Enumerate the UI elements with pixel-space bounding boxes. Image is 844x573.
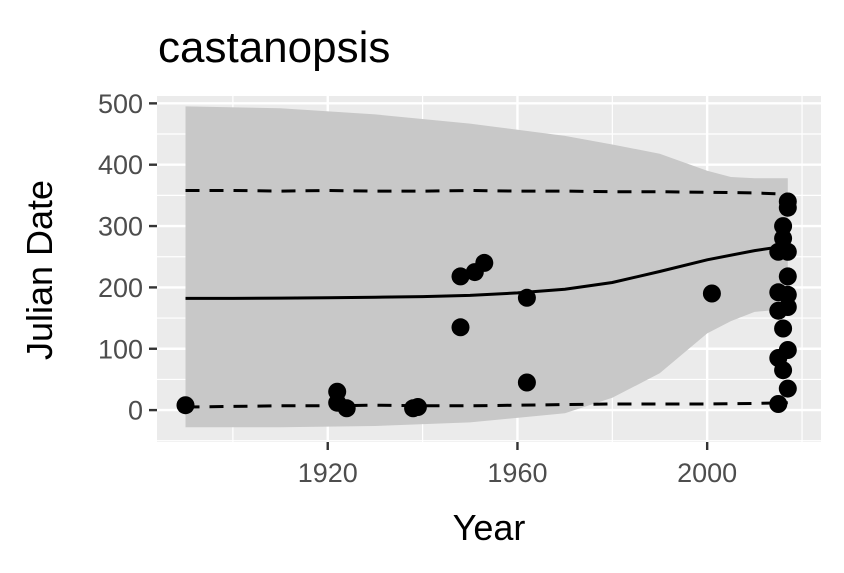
y-tick-label: 0 [128, 396, 143, 426]
data-point [778, 242, 797, 261]
data-point [769, 395, 788, 413]
x-tick-label: 1960 [487, 458, 547, 488]
x-axis-title: Year [453, 507, 526, 548]
data-point [408, 398, 427, 416]
x-tick-label: 1920 [298, 458, 358, 488]
data-point [778, 341, 797, 359]
data-point [778, 267, 797, 286]
data-point [451, 267, 470, 286]
chart-title: castanopsis [158, 23, 390, 72]
y-tick-label: 300 [98, 212, 143, 242]
fit-line [185, 244, 789, 300]
data-point [778, 198, 797, 217]
lower-dashed-line [185, 401, 788, 409]
y-axis: 0 100 200 300 400 500 [98, 89, 157, 426]
data-point [517, 373, 536, 392]
data-point [337, 399, 356, 418]
data-point [176, 396, 195, 415]
upper-dashed-line [185, 188, 788, 196]
data-point [774, 319, 793, 338]
y-tick-label: 400 [98, 150, 143, 180]
data-point [702, 284, 721, 303]
data-point [451, 318, 470, 337]
y-tick-label: 500 [98, 89, 143, 119]
y-tick-label: 100 [98, 334, 143, 364]
data-point [517, 288, 536, 307]
data-point [774, 361, 793, 380]
data-point [778, 298, 797, 316]
data-point [475, 253, 494, 272]
x-axis: 1920 1960 2000 [298, 442, 737, 488]
data-point [774, 229, 793, 248]
x-tick-label: 2000 [677, 458, 737, 488]
y-axis-title: Julian Date [19, 180, 60, 360]
data-point [778, 379, 797, 398]
data-points [176, 192, 797, 418]
y-tick-label: 200 [98, 273, 143, 303]
